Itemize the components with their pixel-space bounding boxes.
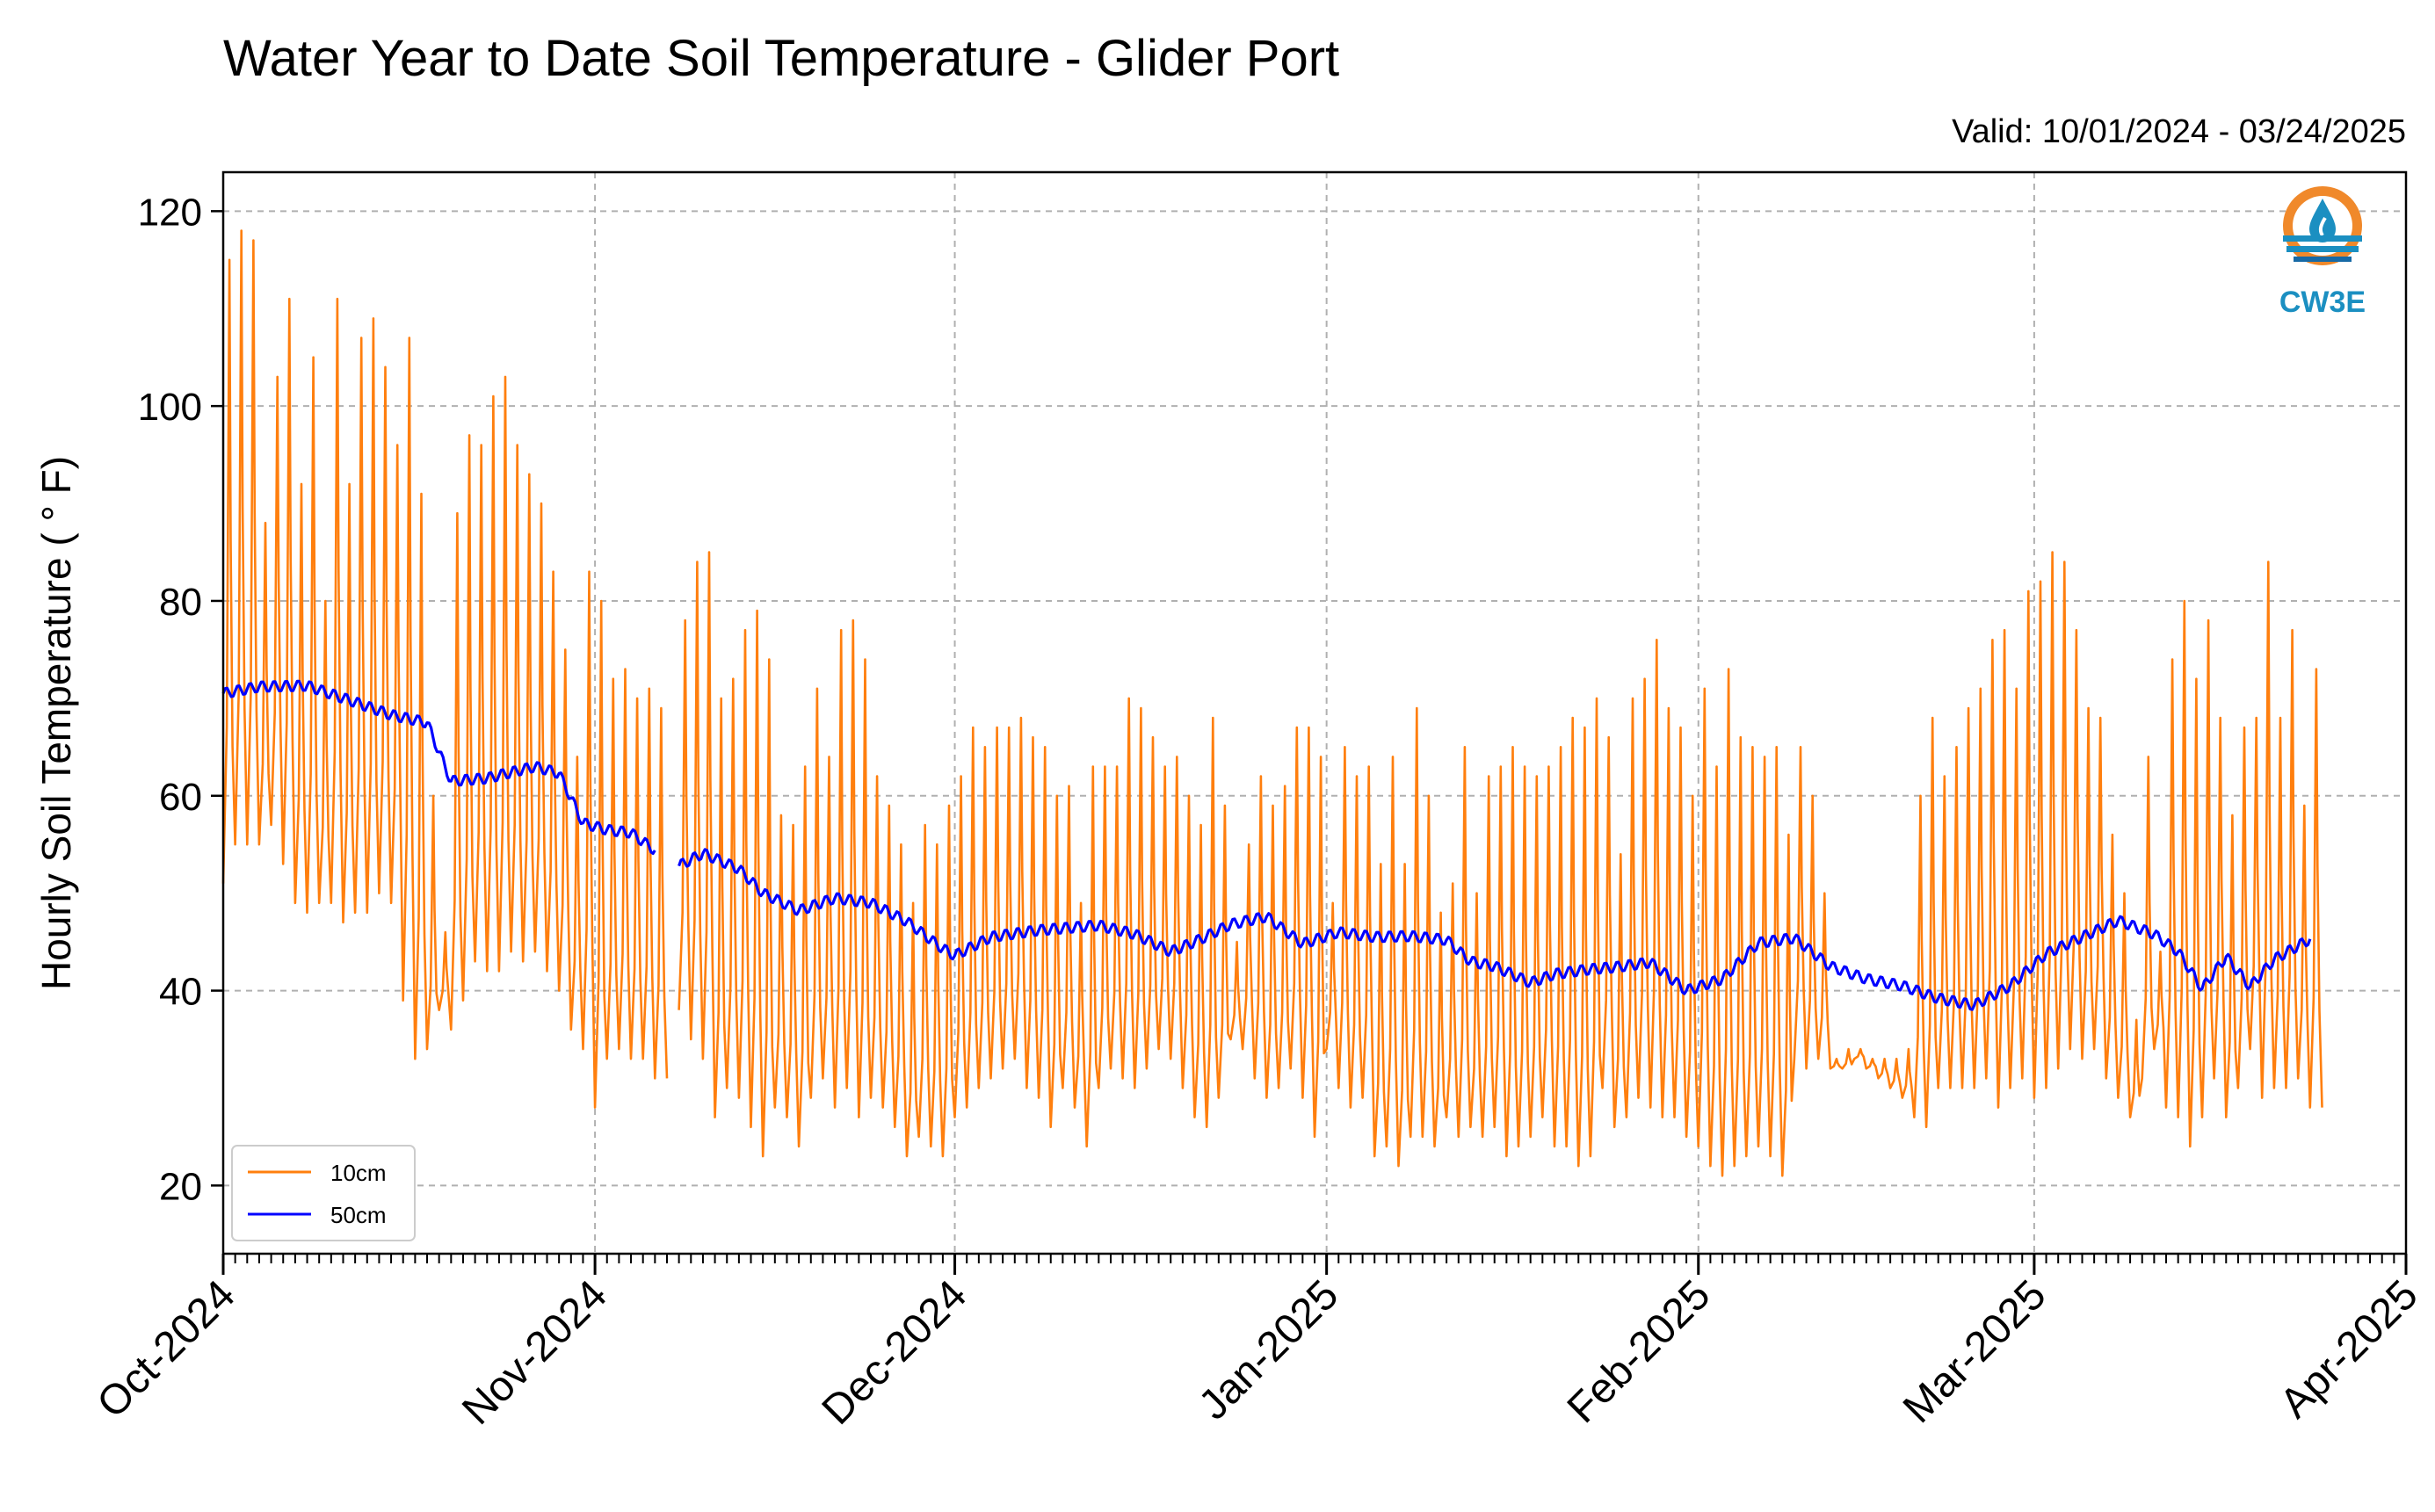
plot-frame	[221, 170, 2408, 1255]
grid-layer	[222, 172, 2407, 1254]
valid-range-subtitle: Valid: 10/01/2024 - 03/24/2025	[1952, 113, 2406, 150]
legend-label-50cm: 50cm	[330, 1202, 387, 1228]
series-10cm-line	[221, 229, 2323, 1177]
y-tick-label: 40	[159, 971, 202, 1014]
logo-text: CW3E	[2279, 286, 2366, 319]
y-tick-label: 20	[159, 1165, 202, 1208]
chart-legend: 10cm 50cm	[231, 1145, 416, 1241]
y-axis-label: Hourly Soil Temperature ( ° F)	[33, 456, 79, 990]
legend-label-10cm: 10cm	[330, 1160, 387, 1186]
y-tick-label: 60	[159, 776, 202, 819]
y-tick-label: 100	[138, 386, 202, 429]
logo-wave-2	[2286, 246, 2359, 252]
series-10cm-path	[221, 229, 2323, 1177]
logo-drop-highlight	[2318, 216, 2327, 237]
series-50cm-line	[221, 679, 2312, 1011]
chart-title: Water Year to Date Soil Temperature - Gl…	[223, 30, 1339, 87]
series-50cm-path	[221, 679, 2312, 1011]
logo-wave-1	[2283, 235, 2362, 242]
legend-frame	[231, 1145, 416, 1241]
cw3e-logo: CW3E	[2279, 186, 2366, 319]
logo-wave-3	[2294, 257, 2352, 262]
y-tick-label: 120	[138, 191, 202, 234]
y-tick-label: 80	[159, 581, 202, 624]
